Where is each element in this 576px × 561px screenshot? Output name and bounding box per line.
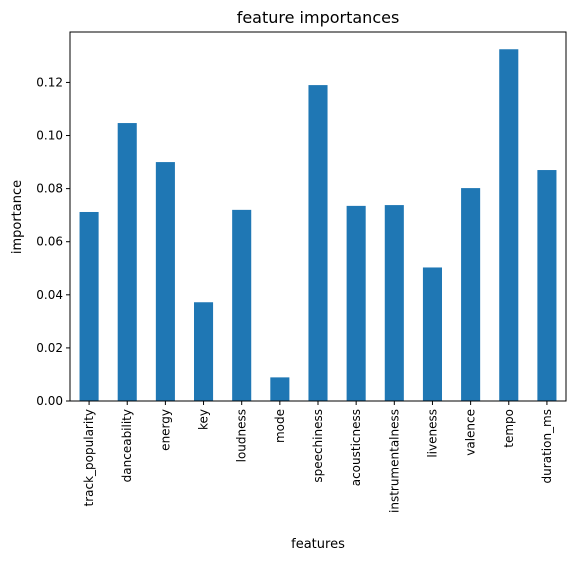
bar-energy: [155, 162, 175, 401]
plot-frame: [69, 31, 567, 402]
x-tick-label: acousticness: [349, 409, 363, 486]
x-tick-label: energy: [158, 409, 172, 451]
bar-acousticness: [346, 205, 366, 401]
bar-track_popularity: [79, 211, 99, 401]
bar-mode: [270, 377, 290, 401]
x-tick-label: speechiness: [311, 409, 325, 483]
bar-liveness: [422, 267, 442, 401]
bar-tempo: [499, 49, 519, 401]
y-tick-label: 0.00: [36, 394, 63, 408]
bar-loudness: [232, 209, 252, 401]
x-tick-label: mode: [273, 409, 287, 443]
x-tick-label: loudness: [235, 409, 249, 462]
x-axis: track_popularity danceability energy key lou…: [82, 401, 554, 513]
x-tick-label: track_popularity: [82, 409, 96, 506]
y-tick-label: 0.04: [36, 288, 63, 302]
x-tick-label: valence: [464, 409, 478, 456]
bar-speechiness: [308, 85, 328, 401]
x-axis-label: features: [291, 537, 345, 552]
x-tick-label: danceability: [120, 409, 134, 482]
bar-duration_ms: [537, 170, 557, 401]
bar-key: [194, 302, 214, 401]
y-tick-label: 0.06: [36, 235, 63, 249]
bar-instrumentalness: [384, 205, 404, 401]
y-tick-label: 0.02: [36, 341, 63, 355]
y-axis-label: importance: [10, 180, 25, 254]
bar-valence: [461, 188, 481, 401]
y-tick-label: 0.12: [36, 75, 63, 89]
x-tick-label: duration_ms: [540, 409, 554, 483]
x-tick-label: instrumentalness: [387, 409, 401, 513]
x-tick-label: tempo: [502, 409, 516, 448]
y-tick-label: 0.10: [36, 129, 63, 143]
x-tick-label: liveness: [425, 409, 439, 458]
y-axis: 0.00 0.02 0.04 0.06 0.08 0.10 0.12: [36, 75, 70, 408]
x-tick-label: key: [197, 409, 211, 430]
bars-group: [79, 49, 557, 402]
bar-danceability: [117, 123, 137, 402]
chart-title: feature importances: [237, 8, 400, 27]
y-tick-label: 0.08: [36, 182, 63, 196]
